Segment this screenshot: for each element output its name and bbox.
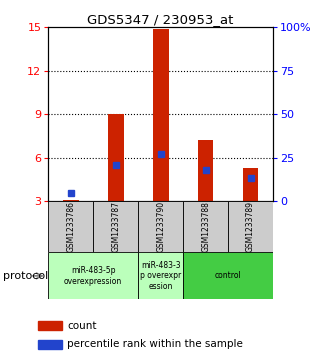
Bar bbox=[38, 321, 62, 330]
Bar bbox=[63, 200, 79, 201]
Bar bbox=[138, 252, 183, 299]
Bar bbox=[138, 201, 183, 252]
Text: GSM1233789: GSM1233789 bbox=[246, 201, 255, 252]
Title: GDS5347 / 230953_at: GDS5347 / 230953_at bbox=[88, 13, 234, 26]
Text: GSM1233788: GSM1233788 bbox=[201, 201, 210, 252]
Text: count: count bbox=[67, 321, 97, 331]
Text: GSM1233787: GSM1233787 bbox=[111, 201, 120, 252]
Text: percentile rank within the sample: percentile rank within the sample bbox=[67, 339, 243, 350]
Bar bbox=[243, 168, 258, 201]
Bar bbox=[93, 201, 138, 252]
Text: control: control bbox=[215, 272, 241, 280]
Text: miR-483-3
p overexpr
ession: miR-483-3 p overexpr ession bbox=[140, 261, 181, 291]
Bar bbox=[108, 114, 124, 201]
Text: miR-483-5p
overexpression: miR-483-5p overexpression bbox=[64, 266, 122, 286]
Bar bbox=[38, 340, 62, 348]
Bar bbox=[198, 140, 213, 201]
Bar bbox=[228, 201, 273, 252]
Text: GSM1233786: GSM1233786 bbox=[66, 201, 75, 252]
Bar bbox=[48, 201, 93, 252]
Bar bbox=[183, 201, 228, 252]
Text: GSM1233790: GSM1233790 bbox=[156, 201, 165, 252]
Bar bbox=[153, 29, 168, 201]
Bar bbox=[48, 252, 138, 299]
Bar bbox=[183, 252, 273, 299]
Text: protocol: protocol bbox=[3, 271, 49, 281]
